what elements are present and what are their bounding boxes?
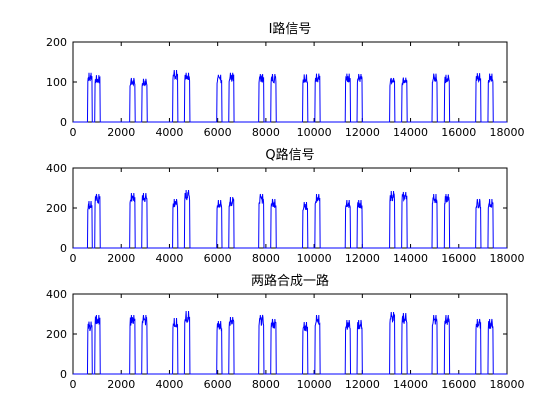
q-signal-y-tick-label: 0 bbox=[60, 242, 67, 255]
combined-signal-y-tick-label: 400 bbox=[46, 288, 67, 301]
combined-signal-x-tick-label: 0 bbox=[70, 378, 77, 391]
q-signal-y-tick-label: 200 bbox=[46, 202, 67, 215]
i-signal-y-tick-label: 200 bbox=[46, 36, 67, 49]
combined-signal-x-tick-label: 10000 bbox=[297, 378, 332, 391]
combined-signal-x-tick-label: 4000 bbox=[155, 378, 183, 391]
i-signal-x-tick-label: 4000 bbox=[155, 126, 183, 139]
q-signal-x-tick-label: 14000 bbox=[393, 252, 428, 265]
q-signal-title: Q路信号 bbox=[265, 147, 314, 163]
i-signal-x-tick-label: 16000 bbox=[441, 126, 476, 139]
combined-signal-x-tick-label: 2000 bbox=[107, 378, 135, 391]
q-signal-x-tick-label: 18000 bbox=[490, 252, 525, 265]
q-signal-x-tick-label: 4000 bbox=[155, 252, 183, 265]
q-signal-y-tick-label: 400 bbox=[46, 162, 67, 175]
q-signal-x-tick-label: 12000 bbox=[345, 252, 380, 265]
combined-signal-y-tick-label: 0 bbox=[60, 368, 67, 381]
combined-signal-x-tick-label: 16000 bbox=[441, 378, 476, 391]
combined-signal-x-tick-label: 14000 bbox=[393, 378, 428, 391]
combined-signal-x-tick-label: 12000 bbox=[345, 378, 380, 391]
i-signal-x-tick-label: 18000 bbox=[490, 126, 525, 139]
i-signal-x-tick-label: 14000 bbox=[393, 126, 428, 139]
i-signal-y-tick-label: 0 bbox=[60, 116, 67, 129]
combined-signal-x-tick-label: 18000 bbox=[490, 378, 525, 391]
i-signal-x-tick-label: 8000 bbox=[252, 126, 280, 139]
i-signal-y-tick-label: 100 bbox=[46, 76, 67, 89]
i-signal-trace bbox=[73, 69, 507, 123]
i-signal-x-tick-label: 6000 bbox=[204, 126, 232, 139]
q-signal-x-tick-label: 10000 bbox=[297, 252, 332, 265]
combined-signal-y-tick-label: 200 bbox=[46, 328, 67, 341]
combined-signal-title: 两路合成一路 bbox=[251, 273, 329, 289]
q-signal-x-tick-label: 8000 bbox=[252, 252, 280, 265]
q-signal-x-tick-label: 2000 bbox=[107, 252, 135, 265]
q-signal-x-tick-label: 0 bbox=[70, 252, 77, 265]
i-signal-title: I路信号 bbox=[269, 21, 312, 37]
combined-signal-axes-frame bbox=[72, 293, 508, 375]
combined-signal-x-tick-label: 6000 bbox=[204, 378, 232, 391]
i-signal-x-tick-label: 2000 bbox=[107, 126, 135, 139]
q-signal-axes-frame bbox=[72, 167, 508, 249]
q-signal-trace bbox=[73, 189, 507, 249]
q-signal-x-tick-label: 6000 bbox=[204, 252, 232, 265]
i-signal-x-tick-label: 10000 bbox=[297, 126, 332, 139]
i-signal-x-tick-label: 0 bbox=[70, 126, 77, 139]
i-signal-x-tick-label: 12000 bbox=[345, 126, 380, 139]
combined-signal-x-tick-label: 8000 bbox=[252, 378, 280, 391]
q-signal-x-tick-label: 16000 bbox=[441, 252, 476, 265]
combined-signal-trace bbox=[73, 310, 507, 375]
i-signal-axes-frame bbox=[72, 41, 508, 123]
